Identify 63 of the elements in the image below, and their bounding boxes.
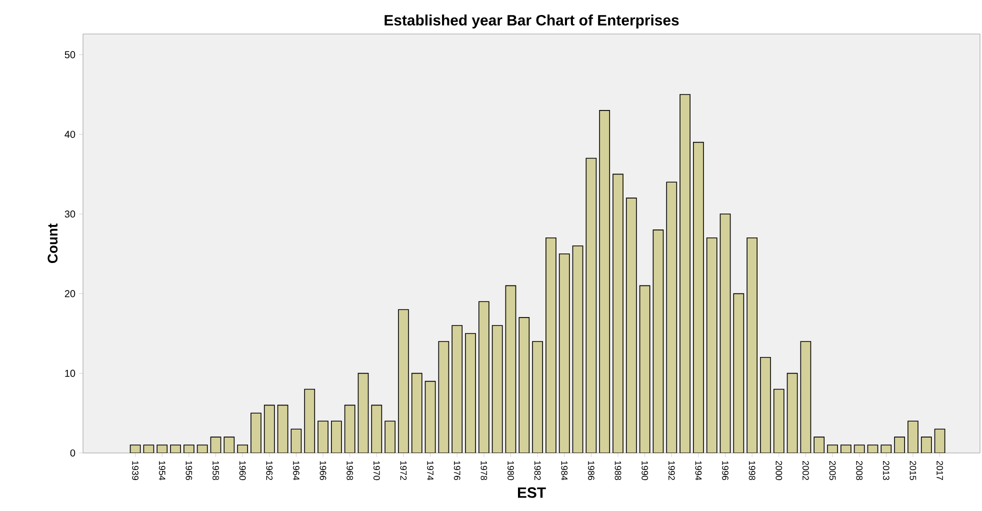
bar <box>492 325 503 453</box>
bar <box>639 285 650 453</box>
bar <box>666 182 678 453</box>
bar <box>518 317 530 453</box>
y-tick-label: 30 <box>64 210 76 218</box>
x-tick-label: 1994 <box>695 461 702 480</box>
x-tick-label: 1990 <box>642 461 648 480</box>
x-tick-label: 1998 <box>748 461 756 480</box>
bar <box>411 372 422 453</box>
x-tick-label: 2008 <box>856 460 863 480</box>
bar <box>290 428 302 453</box>
chart-title: Established year Bar Chart of Enterprises <box>384 14 679 28</box>
x-tick-label: 1962 <box>266 461 273 480</box>
bar <box>558 253 570 453</box>
x-tick-label: 1982 <box>534 461 541 480</box>
x-tick-label: 1960 <box>239 461 246 480</box>
bar <box>720 214 731 453</box>
x-tick-label: 1939 <box>132 461 138 480</box>
x-tick-label: 2000 <box>776 460 782 480</box>
bar <box>934 428 946 453</box>
bar <box>438 341 450 453</box>
x-tick-label: 1976 <box>454 461 460 480</box>
x-tick-label: 1992 <box>668 461 675 480</box>
x-tick-label: 1964 <box>293 461 300 480</box>
bar <box>371 404 382 453</box>
x-tick-label: 1974 <box>427 461 434 480</box>
bar <box>572 245 584 453</box>
y-axis-title: Count <box>48 224 58 264</box>
bar <box>786 372 798 453</box>
bar <box>706 238 718 453</box>
x-tick-label: 2002 <box>802 460 809 480</box>
x-tick-label: 1988 <box>614 461 622 480</box>
x-tick-label: 2013 <box>882 460 890 480</box>
x-tick-label: 1956 <box>186 461 192 480</box>
x-tick-label: 1996 <box>722 461 728 480</box>
x-tick-label: 1980 <box>508 461 514 480</box>
x-tick-label: 1978 <box>480 461 488 480</box>
x-tick-label: 1970 <box>373 461 380 480</box>
x-tick-label: 1972 <box>400 461 407 480</box>
x-axis-title: EST <box>518 487 546 498</box>
y-tick-label: 10 <box>65 370 76 377</box>
x-tick-label: 1984 <box>561 461 568 480</box>
bar <box>424 380 436 453</box>
x-tick-label: 1958 <box>212 461 219 480</box>
bar <box>586 158 597 453</box>
x-tick-label: 2015 <box>910 460 916 480</box>
y-tick-label: 0 <box>70 449 76 457</box>
y-tick-label: 50 <box>64 51 76 58</box>
bar <box>277 404 288 453</box>
x-tick-label: 1954 <box>158 461 166 480</box>
y-tick-label: 20 <box>64 290 76 298</box>
x-tick-label: 1968 <box>346 461 354 480</box>
x-tick-label: 2017 <box>936 460 943 480</box>
bar <box>733 293 744 453</box>
x-tick-label: 2005 <box>829 460 836 480</box>
bar <box>344 404 356 453</box>
bar <box>652 230 664 453</box>
bar <box>800 341 812 453</box>
x-tick-label: 1986 <box>588 461 594 480</box>
bar <box>505 285 516 453</box>
bar <box>358 372 369 453</box>
y-tick-label: 40 <box>64 130 76 138</box>
x-tick-label: 1966 <box>320 461 326 480</box>
